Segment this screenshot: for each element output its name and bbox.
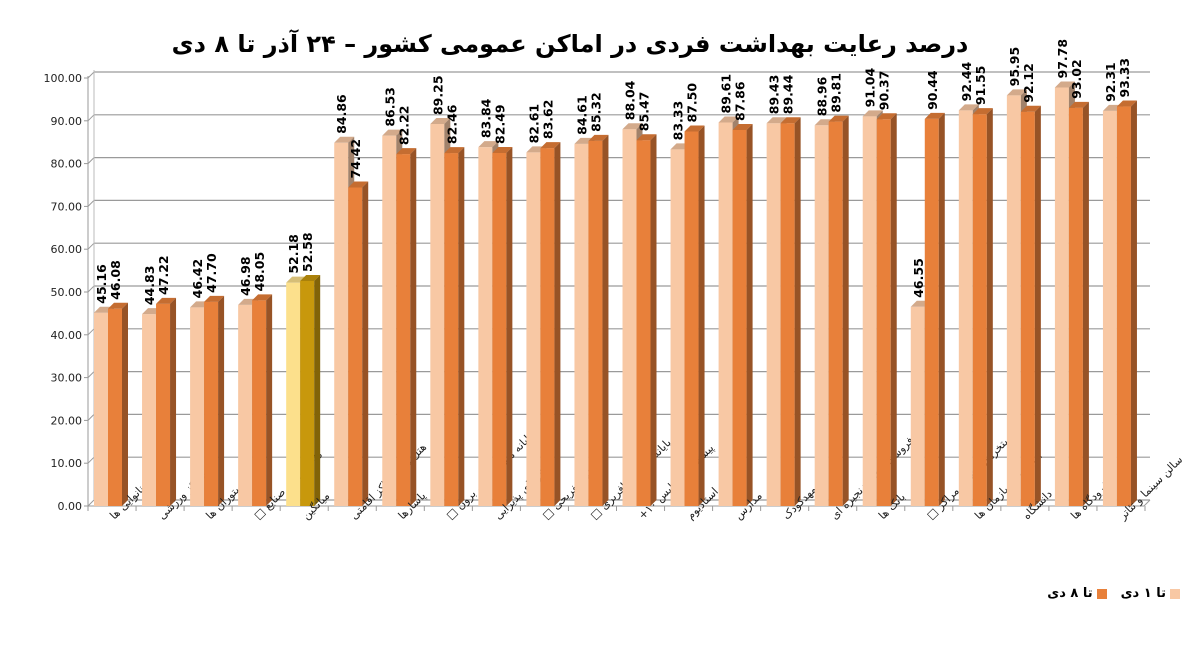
data-label: 85.32 [588, 92, 603, 132]
data-label: 92.12 [1021, 63, 1036, 103]
y-tick-label: 100.00 [44, 72, 83, 85]
bar [1068, 101, 1089, 507]
data-label: 48.05 [252, 252, 267, 292]
bar [1116, 100, 1137, 506]
bar [732, 123, 753, 506]
data-label: 97.78 [1055, 39, 1070, 79]
data-label: 47.70 [204, 253, 219, 293]
data-label: 85.47 [637, 92, 652, 132]
bar [156, 297, 177, 506]
data-label: 87.86 [733, 81, 748, 121]
bar [492, 146, 513, 506]
data-label: 92.44 [959, 62, 974, 102]
y-tick-label: 40.00 [51, 329, 83, 342]
data-label: 86.53 [382, 87, 397, 127]
data-label: 74.42 [348, 139, 363, 179]
bar [1020, 105, 1041, 506]
data-label: 89.81 [829, 73, 844, 113]
data-label: 44.83 [142, 266, 157, 306]
data-label: 95.95 [1007, 47, 1022, 87]
data-label: 89.44 [781, 74, 796, 114]
bar [876, 113, 897, 506]
y-tick-label: 30.00 [51, 372, 83, 385]
legend-item-series-2: تا ۸ دی [1047, 586, 1107, 601]
data-label: 84.61 [574, 95, 589, 135]
data-label: 46.42 [190, 259, 205, 299]
y-tick-label: 10.00 [51, 457, 83, 470]
chart-title: درصد رعایت بهداشت فردی در اماکن عمومی کش… [171, 30, 969, 58]
data-label: 46.08 [108, 260, 123, 300]
y-tick-label: 80.00 [51, 158, 83, 171]
y-tick-label: 70.00 [51, 200, 83, 213]
data-label: 90.37 [877, 71, 892, 111]
data-label: 93.02 [1069, 59, 1084, 99]
bar [108, 302, 128, 506]
y-tick-label: 50.00 [51, 286, 83, 299]
y-tick-label: 20.00 [51, 414, 83, 427]
data-label: 93.33 [1117, 58, 1132, 98]
bar [444, 147, 465, 506]
data-label: 82.61 [526, 104, 541, 144]
data-label: 88.96 [815, 76, 830, 116]
data-label: 52.58 [300, 232, 315, 272]
data-label: 91.55 [973, 66, 988, 106]
bar [780, 117, 801, 506]
data-label: 84.86 [334, 94, 349, 134]
data-label: 45.16 [94, 264, 109, 304]
data-label: 83.33 [671, 101, 686, 141]
data-label: 47.22 [156, 255, 171, 295]
data-label: 91.04 [863, 68, 878, 108]
data-label: 87.50 [685, 83, 700, 123]
bar [924, 112, 945, 506]
legend-item-series-1: تا ۱ دی [1121, 586, 1180, 601]
legend-label: تا ۱ دی [1120, 586, 1166, 601]
data-label: 88.04 [623, 80, 638, 120]
bar [828, 115, 849, 507]
bar [636, 134, 657, 506]
bar [300, 274, 321, 506]
data-label: 89.61 [719, 74, 734, 114]
data-label: 83.84 [478, 98, 493, 138]
data-label: 82.49 [492, 104, 507, 144]
legend-swatch-icon [1170, 588, 1180, 599]
data-label: 46.98 [238, 256, 253, 296]
legend: تا ۸ دی تا ۱ دی [1047, 586, 1180, 601]
data-label: 82.46 [444, 104, 459, 144]
data-label: 46.55 [911, 258, 926, 298]
data-label: 83.62 [540, 100, 555, 140]
bar [252, 294, 273, 506]
data-label: 82.22 [396, 106, 411, 146]
bar [588, 134, 609, 507]
bar [540, 142, 561, 507]
data-label: 89.25 [430, 75, 445, 115]
legend-swatch-icon [1096, 588, 1107, 599]
bar [972, 108, 993, 506]
data-label: 92.31 [1103, 62, 1118, 102]
y-tick-label: 60.00 [51, 243, 83, 256]
data-label: 89.43 [767, 75, 782, 115]
y-tick-label: 90.00 [51, 115, 83, 128]
bar [684, 125, 705, 506]
bar [204, 295, 225, 506]
data-label: 52.18 [286, 234, 301, 274]
bar [348, 181, 369, 506]
y-tick-label: 0.00 [58, 500, 83, 513]
data-label: 90.44 [925, 70, 940, 110]
legend-label: تا ۸ دی [1047, 586, 1093, 601]
bar [396, 148, 417, 507]
